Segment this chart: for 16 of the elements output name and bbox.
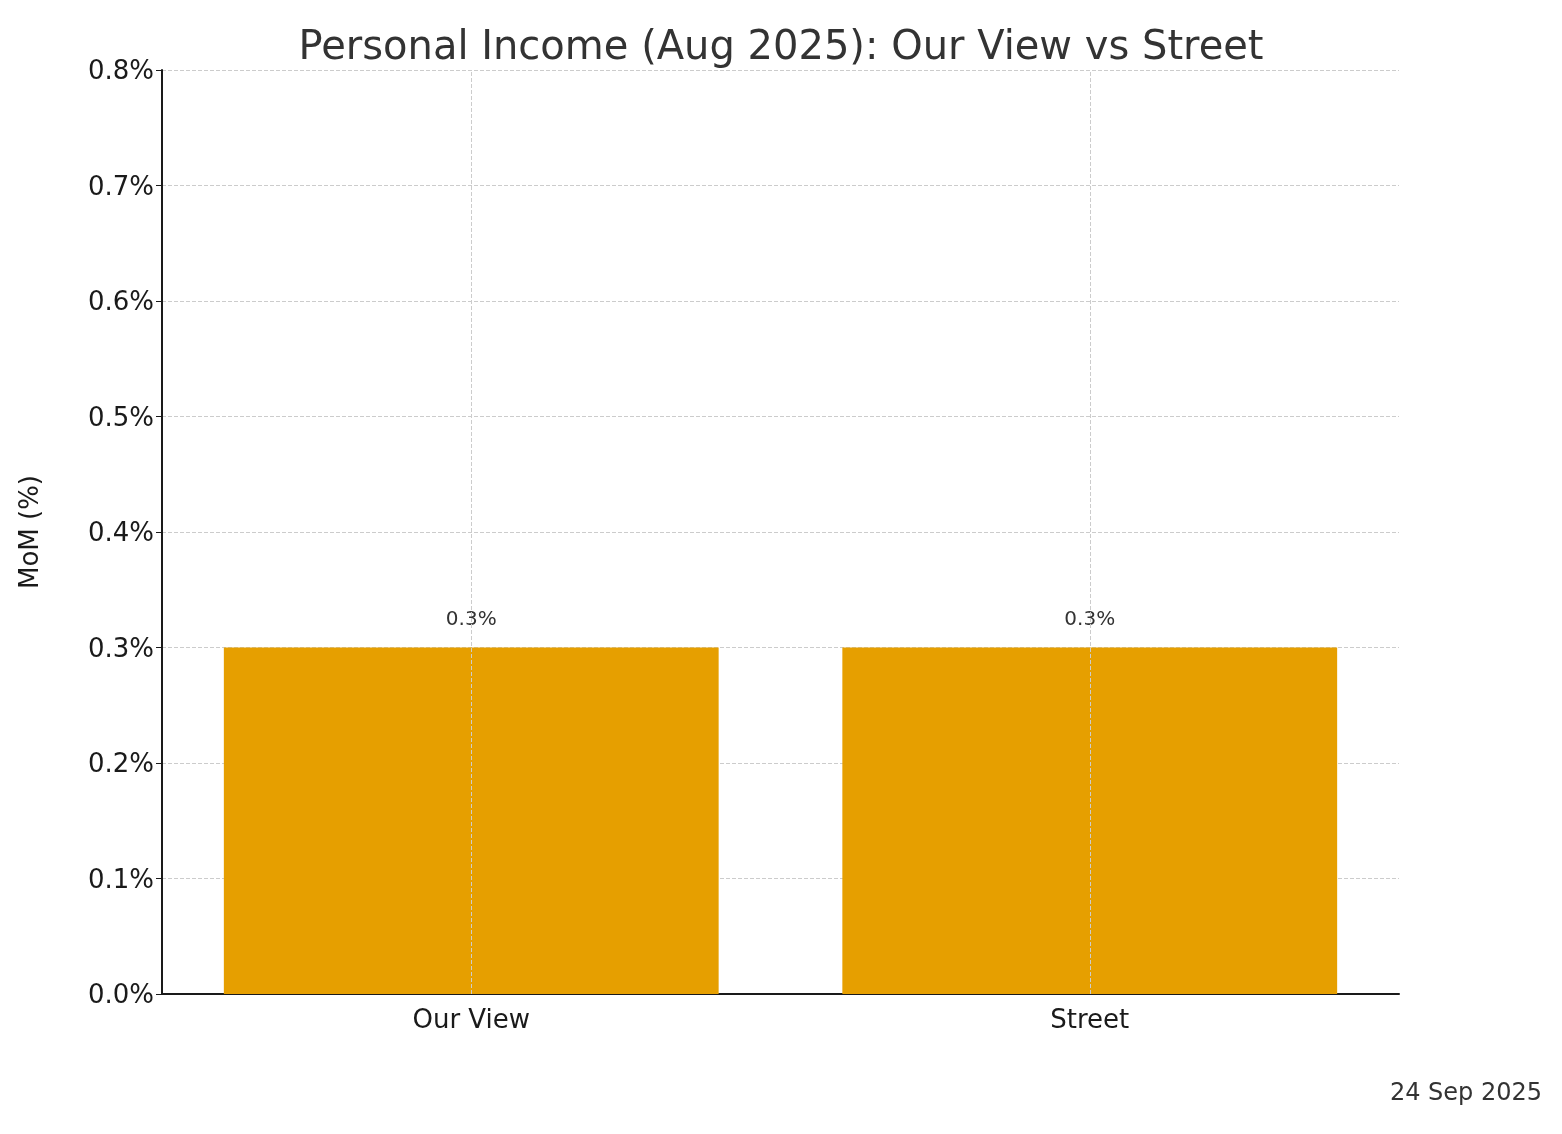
data-label: 0.3% (1064, 605, 1116, 630)
y-tick-label: 0.0% (87, 979, 154, 1009)
data-label: 0.3% (445, 605, 497, 630)
y-tick-label: 0.6% (87, 286, 154, 316)
y-axis-title: MoM (%) (14, 474, 44, 590)
y-tick-label: 0.7% (87, 170, 154, 201)
chart-title: Personal Income (Aug 2025): Our View vs Street (298, 22, 1264, 68)
x-tick-label: Street (1050, 1004, 1130, 1034)
y-tick-label: 0.5% (87, 401, 154, 432)
y-tick-label: 0.4% (87, 517, 154, 547)
x-tick-label: Our View (412, 1004, 531, 1034)
y-tick-label: 0.1% (87, 863, 154, 894)
y-tick-label: 0.2% (87, 748, 154, 778)
text: 24 Sep 2025 (1389, 1078, 1542, 1106)
y-tick-label: 0.8% (87, 55, 154, 85)
y-tick-label: 0.3% (87, 632, 154, 663)
